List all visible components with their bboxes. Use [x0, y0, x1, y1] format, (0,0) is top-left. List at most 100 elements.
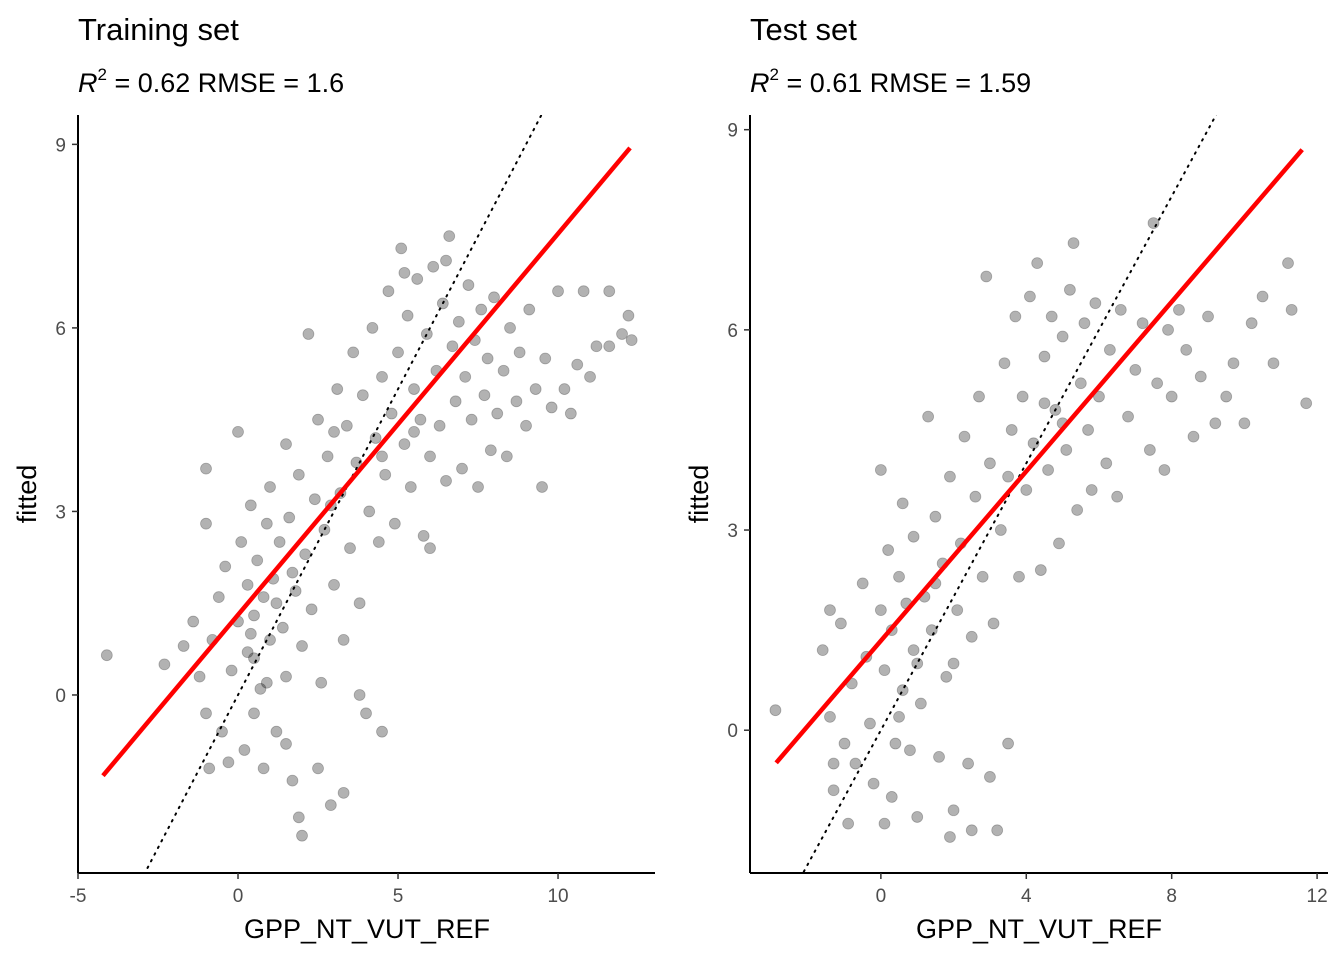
- data-point: [536, 481, 548, 493]
- x-tick-label: 4: [1021, 886, 1032, 907]
- data-point: [603, 340, 616, 353]
- data-point: [1078, 317, 1091, 330]
- data-point: [849, 757, 862, 770]
- data-point: [1063, 283, 1076, 296]
- data-point: [1013, 570, 1025, 583]
- data-point: [504, 322, 516, 334]
- data-point: [998, 357, 1011, 370]
- data-point: [1165, 390, 1178, 403]
- data-point: [420, 328, 433, 340]
- y-axis-title: fitted: [12, 465, 42, 524]
- data-point: [769, 704, 782, 717]
- data-point: [951, 604, 964, 617]
- data-point: [885, 791, 898, 803]
- data-point: [1220, 390, 1233, 403]
- data-point: [260, 517, 273, 530]
- data-point: [973, 390, 985, 403]
- data-point: [222, 756, 235, 769]
- data-point: [893, 710, 905, 723]
- data-point: [478, 389, 491, 402]
- data-point: [270, 725, 283, 738]
- data-point: [299, 548, 312, 561]
- data-point: [962, 757, 975, 770]
- y-tick-label: 0: [727, 721, 738, 742]
- data-point: [459, 370, 472, 383]
- data-point: [203, 762, 216, 775]
- data-point: [1158, 464, 1171, 476]
- data-point: [187, 615, 200, 628]
- data-point: [337, 786, 350, 799]
- data-point: [513, 346, 526, 359]
- data-point: [177, 640, 190, 652]
- data-point: [1256, 290, 1269, 303]
- data-point: [398, 266, 411, 279]
- data-point: [244, 499, 257, 512]
- data-point: [984, 457, 996, 470]
- x-tick-label: 5: [393, 886, 404, 907]
- data-point: [1053, 537, 1065, 550]
- data-point: [922, 410, 935, 423]
- data-point: [1162, 323, 1174, 336]
- data-point: [337, 634, 350, 646]
- data-point: [896, 684, 909, 697]
- data-point: [340, 419, 353, 432]
- data-point: [392, 346, 404, 359]
- y-tick-label: 3: [55, 502, 66, 523]
- data-point: [424, 542, 436, 555]
- data-point: [1238, 417, 1251, 430]
- data-point: [1002, 470, 1015, 483]
- data-point: [440, 474, 452, 487]
- data-point: [366, 322, 379, 334]
- data-point: [947, 657, 960, 670]
- data-point: [286, 566, 299, 579]
- data-point: [545, 401, 558, 414]
- x-tick-label: 8: [1166, 886, 1177, 907]
- data-point: [401, 309, 414, 322]
- data-point: [1136, 317, 1149, 330]
- data-point: [564, 407, 577, 420]
- data-point: [827, 757, 840, 770]
- data-point: [356, 389, 369, 402]
- data-point: [452, 315, 465, 328]
- data-point: [248, 707, 260, 720]
- data-point: [1031, 257, 1044, 270]
- data-point: [838, 737, 851, 750]
- data-point: [904, 744, 916, 757]
- data-point: [584, 370, 596, 383]
- data-point: [328, 426, 340, 438]
- data-point: [1227, 357, 1240, 370]
- data-point: [440, 254, 452, 267]
- data-point: [882, 544, 895, 556]
- data-point: [1187, 430, 1200, 443]
- data-point: [1245, 317, 1258, 330]
- data-point: [1282, 257, 1294, 270]
- y-tick-label: 6: [727, 321, 738, 342]
- x-tick-label: 12: [1307, 886, 1328, 907]
- data-point: [1042, 464, 1054, 476]
- data-point: [248, 609, 260, 622]
- data-point: [414, 413, 427, 426]
- data-point: [539, 352, 552, 365]
- data-point: [1005, 424, 1018, 436]
- data-point: [241, 646, 254, 659]
- data-point: [292, 811, 305, 824]
- data-point: [577, 285, 590, 298]
- data-point: [315, 676, 328, 689]
- data-point: [1067, 237, 1080, 250]
- data-point: [305, 603, 318, 616]
- data-point: [914, 697, 927, 710]
- data-point: [408, 426, 420, 438]
- data-point: [1285, 303, 1298, 316]
- data-point: [1151, 377, 1164, 390]
- data-point: [280, 738, 292, 750]
- data-point: [616, 328, 628, 340]
- data-point: [283, 511, 296, 524]
- data-point: [834, 617, 847, 630]
- data-point: [472, 481, 484, 493]
- data-point: [965, 630, 978, 643]
- data-point: [1009, 310, 1022, 323]
- data-point: [379, 468, 392, 481]
- data-point: [965, 824, 978, 837]
- r2-superscript: 2: [98, 65, 107, 84]
